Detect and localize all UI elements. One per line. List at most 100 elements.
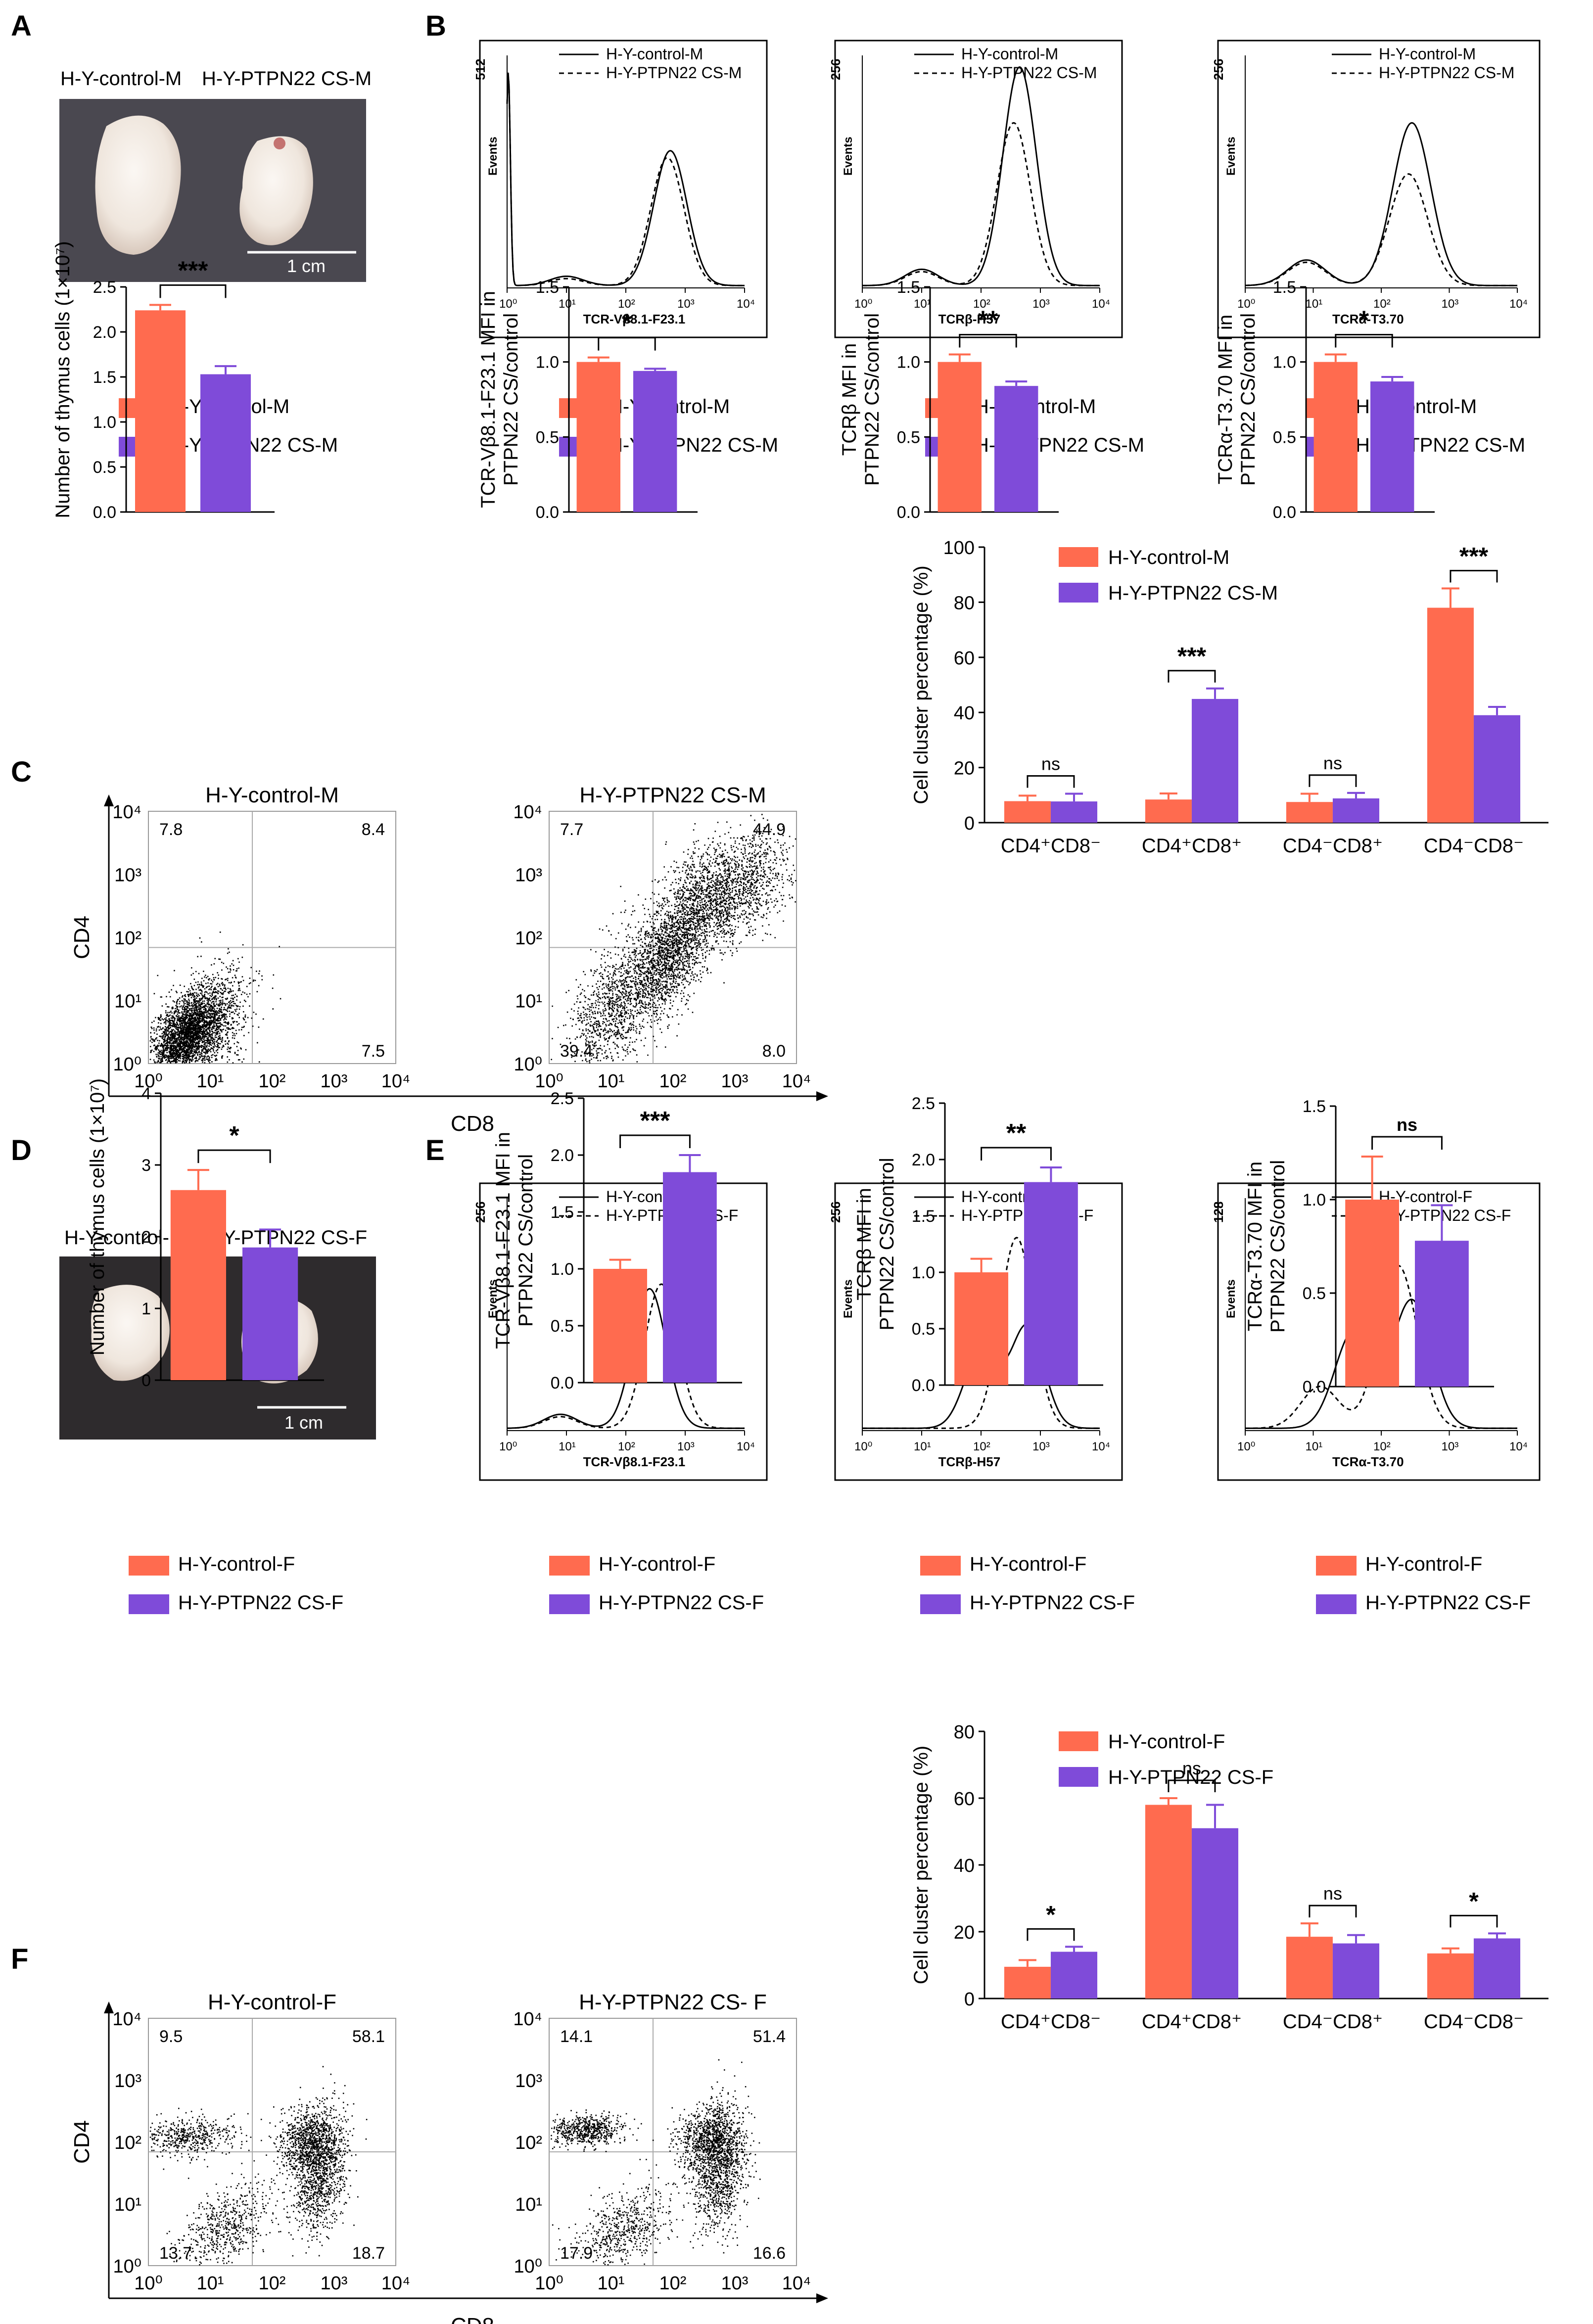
y-axis-label: TCR-Vβ8.1-F23.1 MFI inPTPN22 CS/control [477, 291, 522, 508]
significance-bracket [1309, 1905, 1357, 1918]
legend-swatch-cs [549, 1594, 590, 1614]
y-tick-label: 0.0 [912, 1376, 935, 1395]
y-axis-label-line2: PTPN22 CS/control [876, 1158, 898, 1330]
bar-control [1313, 362, 1358, 512]
x-tick-label: 10¹ [598, 1071, 625, 1092]
y-tick-label: 1.0 [1303, 1191, 1326, 1209]
legend-label: H-Y-PTPN22 CS-F [1365, 1592, 1531, 1614]
significance-label: ** [1006, 1119, 1027, 1148]
y-tick-label: 0.5 [897, 428, 920, 447]
y-max-label: 256 [828, 59, 843, 80]
dot-plot-title: H-Y-PTPN22 CS-M [579, 783, 766, 807]
y-axis-label-line1: TCRβ MFI in [839, 343, 860, 456]
histogram-frame [1217, 1182, 1541, 1481]
bar-cs [1024, 1182, 1078, 1385]
y-axis-label: Events [1224, 137, 1238, 176]
y-tick-label: 10¹ [515, 991, 542, 1012]
x-tick-label: 10¹ [197, 1071, 224, 1092]
y-axis-label-line1: TCR-Vβ8.1-F23.1 MFI in [492, 1132, 514, 1349]
histogram-series-cs [862, 122, 1100, 286]
bar-control [135, 310, 186, 512]
y-tick-label: 60 [954, 648, 975, 669]
legend-label: H-Y-control-F [178, 1553, 295, 1575]
y-tick-label: 0 [964, 1989, 975, 2010]
y-tick-label: 60 [954, 1789, 975, 1810]
x-axis-label: TCRα-T3.70 [1332, 312, 1404, 326]
x-tick-label: 10⁰ [1237, 1440, 1255, 1453]
x-tick-label: 10² [973, 1440, 990, 1453]
y-tick-label: 0.5 [551, 1317, 574, 1336]
significance-bracket [598, 337, 656, 351]
x-tick-label: 10⁴ [1092, 297, 1110, 311]
x-axis-label: TCRβ-H57 [938, 1454, 1001, 1469]
histogram-series-control [862, 66, 1100, 286]
y-tick-label: 2.0 [551, 1146, 574, 1165]
x-tick-label: 10⁰ [134, 2273, 163, 2294]
cell-events [149, 931, 281, 1064]
bar-control [1286, 1937, 1333, 1999]
plot-frame [148, 2018, 396, 2266]
y-axis-label-line2: PTPN22 CS/control [515, 1154, 537, 1327]
y-tick-label: 10¹ [114, 991, 141, 1012]
y-tick-label: 80 [954, 1722, 975, 1743]
y-tick-label: 0.5 [536, 428, 559, 447]
y-tick-label: 10⁰ [113, 2256, 141, 2277]
y-tick-label: 3 [141, 1156, 151, 1175]
y-axis-label-line2: PTPN22 CS/control [1267, 1160, 1289, 1333]
significance-bracket [1168, 1779, 1216, 1792]
cd8-axis-label: CD8 [451, 2314, 494, 2324]
cell-events [149, 2066, 368, 2266]
x-tick-label: 10² [618, 297, 635, 311]
y-axis-label: Events [486, 137, 500, 176]
histogram-frame [1217, 40, 1541, 338]
bar-cs [1191, 698, 1238, 823]
legend-label: H-Y-PTPN22 CS-F [970, 1592, 1135, 1614]
x-tick-label: 10³ [1032, 1440, 1050, 1453]
y-tick-label: 0.0 [536, 503, 559, 522]
blood-spot [274, 138, 285, 149]
significance-bracket [959, 334, 1017, 348]
category-label: CD4⁺CD8⁻ [1001, 2011, 1101, 2033]
x-tick-label: 10³ [1442, 1440, 1459, 1453]
x-tick-label: 10² [1373, 297, 1391, 311]
significance-label: * [622, 309, 632, 338]
quadrant-value-lower-right: 18.7 [352, 2244, 385, 2263]
x-tick-label: 10² [659, 1071, 687, 1092]
x-tick-label: 10⁴ [782, 2273, 811, 2294]
x-tick-label: 10² [973, 297, 990, 311]
y-tick-label: 10³ [515, 2071, 542, 2092]
bar-control [1004, 801, 1051, 823]
significance-bracket [1335, 334, 1393, 348]
bar-cs [1473, 715, 1520, 823]
x-tick-label: 10⁴ [381, 1071, 411, 1092]
legend-label: H-Y-control-F [599, 1553, 715, 1575]
y-tick-label: 2.0 [912, 1151, 935, 1169]
bar-control [1145, 1805, 1192, 1999]
x-tick-label: 10³ [677, 297, 695, 311]
significance-label: ns [1323, 1883, 1342, 1904]
category-label: CD4⁻CD8⁺ [1283, 835, 1383, 857]
scale-bar-label: 1 cm [284, 1412, 323, 1433]
y-tick-label: 1.0 [551, 1260, 574, 1279]
bar-control [170, 1190, 226, 1380]
histogram-frame [834, 40, 1123, 338]
significance-label: ns [1397, 1115, 1417, 1135]
quadrant-value-upper-left: 7.8 [159, 820, 183, 839]
y-tick-label: 20 [954, 1922, 975, 1943]
y-axis-label: Events [1224, 1279, 1238, 1318]
plot-frame [148, 811, 396, 1064]
quadrant-value-upper-left: 14.1 [560, 2027, 593, 2046]
bar-chart-B_bar3: H-Y-control-MH-Y-PTPN22 CS-M0.00.51.01.5… [1215, 278, 1525, 522]
histogram-frame [479, 1182, 768, 1481]
dot-plot-axes-F_dot1: CD4 CD8 [70, 2001, 828, 2324]
y-axis-label: Number of thymus cells (1×10⁷) [87, 1078, 108, 1355]
y-tick-label: 1.5 [551, 1203, 574, 1222]
x-tick-label: 10³ [1442, 297, 1459, 311]
y-tick-label: 1.5 [897, 278, 920, 297]
x-tick-label: 10⁴ [1509, 297, 1528, 311]
x-tick-label: 10¹ [197, 2273, 224, 2294]
y-axis-label: Cell cluster percentage (%) [910, 565, 932, 804]
legend-label: H-Y-control-M [606, 45, 703, 63]
quadrant-value-upper-right: 44.9 [753, 820, 786, 839]
